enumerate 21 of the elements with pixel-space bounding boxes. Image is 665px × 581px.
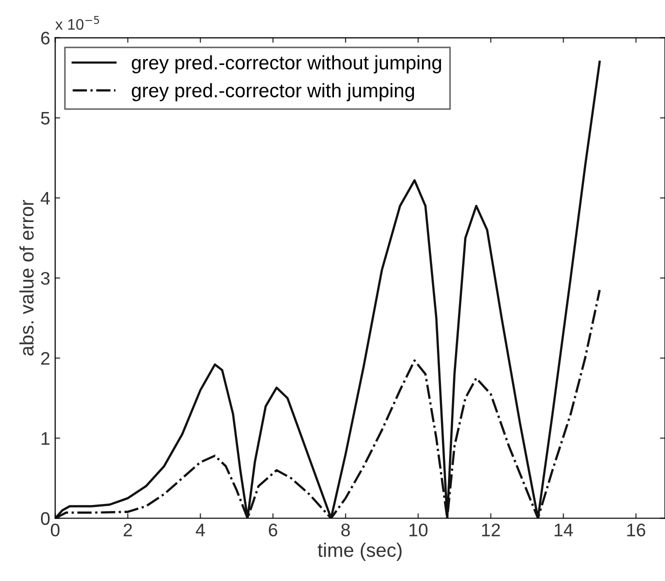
y-tick-label: 3 — [40, 272, 50, 285]
x-tick-label: 16 — [627, 524, 646, 536]
x-axis-title: time (sec) — [318, 542, 402, 561]
x-tick-label: 12 — [482, 524, 500, 536]
x-tick-label: 0 — [50, 524, 60, 536]
y-tick-label: 1 — [42, 432, 50, 445]
y-tick-label: 2 — [41, 352, 50, 365]
y-tick-label: 0 — [41, 512, 50, 525]
y-tick-label: 4 — [40, 192, 50, 204]
x-tick-label: 4 — [196, 524, 205, 536]
y-tick-label: 6 — [41, 32, 50, 44]
legend-label: grey pred.-corrector with jumping — [132, 83, 414, 102]
x-tick-label: 2 — [124, 524, 132, 536]
legend-label: grey pred.-corrector without jumping — [132, 55, 442, 74]
x-tick-label: 8 — [341, 524, 350, 536]
y-axis-title: abs. value of error — [19, 200, 34, 356]
y-tick-label: 5 — [41, 112, 50, 125]
x-tick-label: 6 — [268, 524, 278, 536]
x-tick-label: 10 — [410, 524, 428, 536]
x-tick-label: 14 — [554, 524, 573, 536]
text: x 10$^{−5}$ — [55, 16, 100, 30]
